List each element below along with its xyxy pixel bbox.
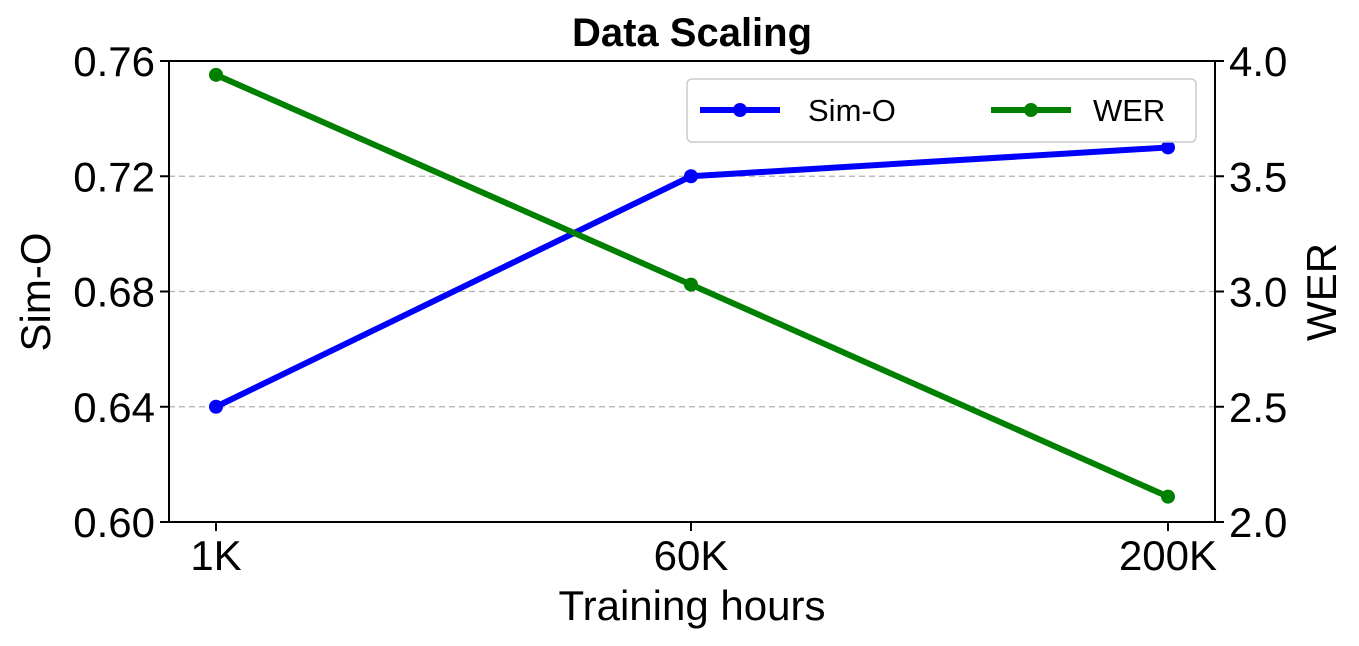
y-left-tick-label: 0.64 <box>73 384 155 431</box>
legend: Sim-O WER <box>686 78 1197 143</box>
y-left-tick-label: 0.60 <box>73 499 155 546</box>
x-axis-label: Training hours <box>559 582 826 629</box>
axis-ticks: 0.60 0.64 0.68 0.72 0.76 2.0 2.5 3.0 3.5 4.0 1K 60K… <box>73 38 1287 579</box>
chart-title: Data Scaling <box>572 11 812 55</box>
x-tick-label: 200K <box>1119 532 1217 579</box>
legend-box <box>686 78 1197 143</box>
y-right-tick-label: 2.0 <box>1229 499 1287 546</box>
legend-marker-wer <box>1024 103 1038 117</box>
y-axis-label-right: WER <box>1298 243 1345 341</box>
y-left-tick-label: 0.72 <box>73 153 155 200</box>
legend-label-wer: WER <box>1093 93 1165 128</box>
data-point-sim-o <box>1161 140 1175 155</box>
legend-marker-sim-o <box>733 103 747 117</box>
data-point-sim-o <box>209 399 223 414</box>
x-tick-label: 60K <box>654 532 729 579</box>
y-left-tick-label: 0.76 <box>73 38 155 85</box>
data-point-wer <box>209 67 223 82</box>
series-line-sim-o <box>213 144 1171 410</box>
y-axis-label-left: Sim-O <box>12 233 59 352</box>
y-right-tick-label: 4.0 <box>1229 38 1287 85</box>
y-right-tick-label: 3.5 <box>1229 153 1287 200</box>
data-point-wer <box>1161 489 1175 504</box>
data-point-sim-o <box>684 169 698 184</box>
x-tick-label: 1K <box>190 532 241 579</box>
y-left-tick-label: 0.68 <box>73 269 155 316</box>
y-right-tick-label: 3.0 <box>1229 269 1287 316</box>
legend-label-sim-o: Sim-O <box>808 93 896 128</box>
data-point-wer <box>684 277 698 292</box>
series-lines <box>209 67 1175 504</box>
y-right-tick-label: 2.5 <box>1229 384 1287 431</box>
